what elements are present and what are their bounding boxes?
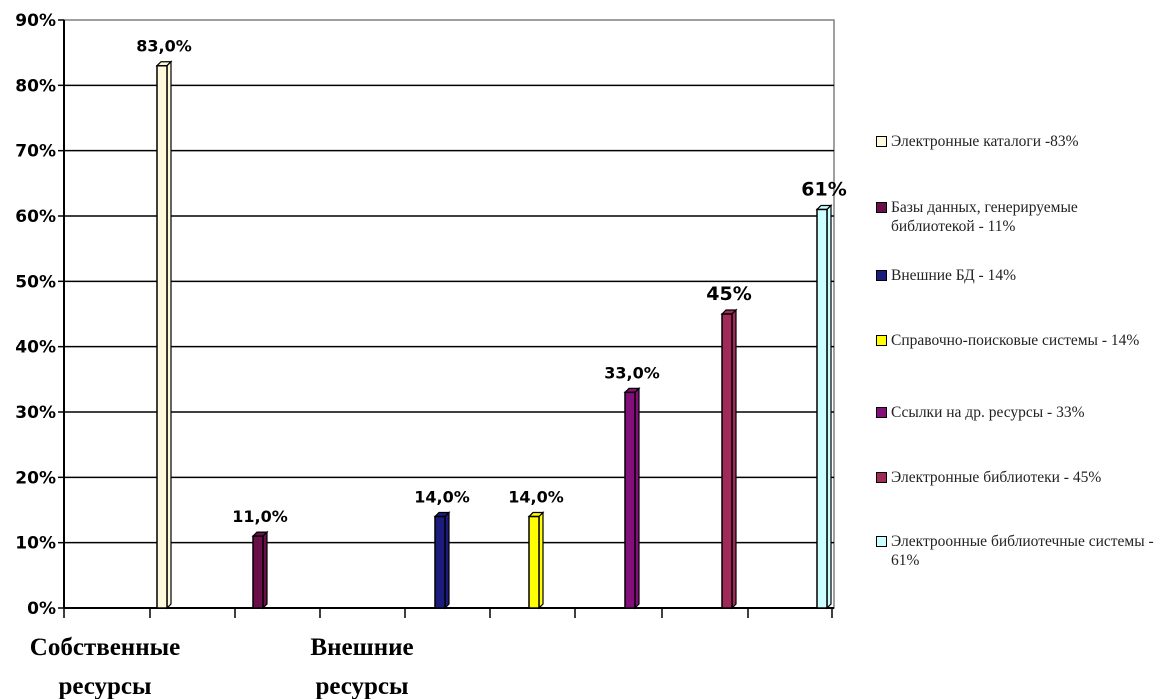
y-tick-label: 50% [15,272,56,292]
category-label-line: ресурсы [58,673,151,699]
y-tick-label: 10% [15,534,56,554]
category-labels: Собственные ресурсы Внешние ресурсы [30,634,414,699]
legend: Электронные каталоги -83% Базы данных, ге… [872,126,1161,596]
legend-label: Ссылки на др. ресурсы - 33% [891,404,1085,421]
legend-swatch [876,202,887,213]
data-label: 11,0% [232,507,288,526]
legend-label: Базы данных, генерируемые библиотекой - … [891,199,1078,235]
y-tick-label: 40% [15,338,56,358]
legend-swatch [876,536,887,547]
legend-swatch [876,335,887,346]
bar-front [252,535,264,609]
legend-label: Электроонные библиотечные системы - 61% [891,533,1154,569]
legend-label: Электронные каталоги -83% [891,133,1079,150]
bar [623,386,641,610]
category-label-line: Собственные [30,634,180,661]
bar [433,511,451,610]
bar [251,530,269,610]
category-label-line: Внешние [310,634,413,661]
bar [155,60,173,610]
y-tick-label: 70% [15,142,56,162]
y-tick-label: 90% [15,11,56,31]
bar [815,204,833,610]
data-label: 14,0% [414,488,470,507]
y-tick-label: 0% [27,599,56,619]
bar-front [528,515,540,609]
legend-label: Электронные библиотеки - 45% [891,469,1102,486]
data-labels: 83,0% 11,0% 14,0% 14,0% 33,0% 45% 61% [136,37,847,526]
legend-label: Справочно-поисковые системы - 14% [891,332,1140,349]
data-label: 61% [801,178,846,200]
bar-front [156,64,168,609]
legend-swatch [876,407,887,418]
y-tick-label: 30% [15,403,56,423]
bar [720,308,738,610]
y-tick-label: 60% [15,207,56,227]
data-label: 33,0% [604,363,660,382]
bar-front [816,208,828,609]
bar-front [721,313,733,609]
data-label: 45% [706,283,751,305]
data-label: 83,0% [136,37,192,56]
legend-swatch [876,472,887,483]
axes: 0% 10% 20% 30% 40% 50% 60% 70% 80% 90% [15,11,834,619]
category-label-line: ресурсы [315,673,408,699]
legend-swatch [876,136,887,147]
bar-front [434,515,446,609]
bar [527,511,545,610]
legend-label: Внешние БД - 14% [891,267,1016,284]
y-tick-label: 80% [15,76,56,96]
bars [155,60,833,610]
data-label: 14,0% [508,488,564,507]
legend-swatch [876,270,887,281]
bar-front [624,391,636,609]
y-tick-label: 20% [15,468,56,488]
